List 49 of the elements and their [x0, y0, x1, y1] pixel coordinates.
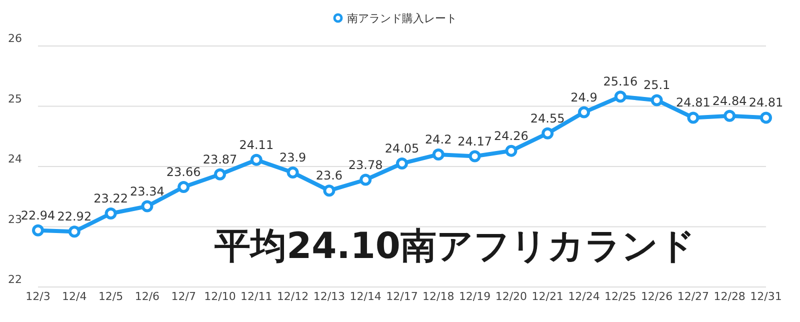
data-label: 24.81 — [748, 96, 784, 110]
data-label: 24.55 — [530, 111, 565, 126]
data-label: 24.81 — [676, 96, 710, 110]
x-tick-label: 12/5 — [98, 290, 124, 303]
data-label: 23.87 — [202, 152, 238, 166]
data-label: 25.16 — [603, 74, 638, 89]
x-tick-label: 12/18 — [422, 290, 454, 303]
x-tick-label: 12/19 — [458, 290, 491, 303]
x-tick-label: 12/12 — [276, 290, 309, 303]
x-tick-label: 12/4 — [62, 290, 87, 303]
data-label: 24.84 — [712, 94, 747, 108]
x-tick-label: 12/25 — [604, 290, 636, 303]
x-tick-label: 12/3 — [26, 290, 50, 303]
x-tick-label: 12/7 — [171, 290, 196, 303]
x-tick-label: 12/17 — [386, 290, 418, 303]
annotation: 平均24.10南アフリカランド — [214, 226, 696, 267]
data-label: 24.05 — [384, 141, 420, 156]
x-tick-label: 12/13 — [313, 290, 346, 303]
data-label: 24.26 — [494, 128, 528, 143]
data-label: 23.66 — [166, 164, 201, 179]
data-label: 23.6 — [316, 168, 343, 183]
x-tick-label: 12/24 — [568, 290, 600, 303]
legend-label: 南アランド購入レート — [347, 12, 457, 25]
x-tick-label: 12/26 — [640, 290, 673, 303]
y-tick-label: 22 — [8, 273, 22, 286]
y-tick-label: 25 — [8, 92, 22, 106]
y-tick-label: 23 — [8, 212, 22, 226]
data-label: 23.34 — [130, 184, 164, 198]
data-label: 24.2 — [425, 132, 452, 146]
data-label: 23.22 — [94, 191, 128, 206]
x-tick-label: 12/11 — [240, 290, 272, 303]
data-label: 25.1 — [643, 78, 670, 92]
x-tick-label: 12/31 — [750, 290, 782, 303]
x-tick-label: 12/14 — [350, 290, 382, 303]
x-tick-label: 12/20 — [495, 290, 528, 303]
data-label: 22.92 — [57, 210, 92, 224]
x-tick-label: 12/27 — [677, 290, 710, 303]
x-tick-label: 12/10 — [204, 290, 236, 303]
data-label: 23.9 — [279, 150, 306, 165]
x-tick-label: 12/21 — [532, 290, 564, 303]
data-label: 22.94 — [20, 208, 56, 222]
x-tick-label: 12/28 — [714, 290, 746, 303]
data-label: 23.78 — [348, 158, 383, 172]
y-tick-label: 24 — [8, 152, 22, 166]
data-label: 24.11 — [239, 138, 274, 152]
data-label: 24.17 — [458, 134, 492, 148]
x-tick-label: 12/6 — [134, 290, 160, 303]
y-tick-label: 26 — [8, 32, 22, 45]
data-label: 24.9 — [570, 90, 598, 104]
